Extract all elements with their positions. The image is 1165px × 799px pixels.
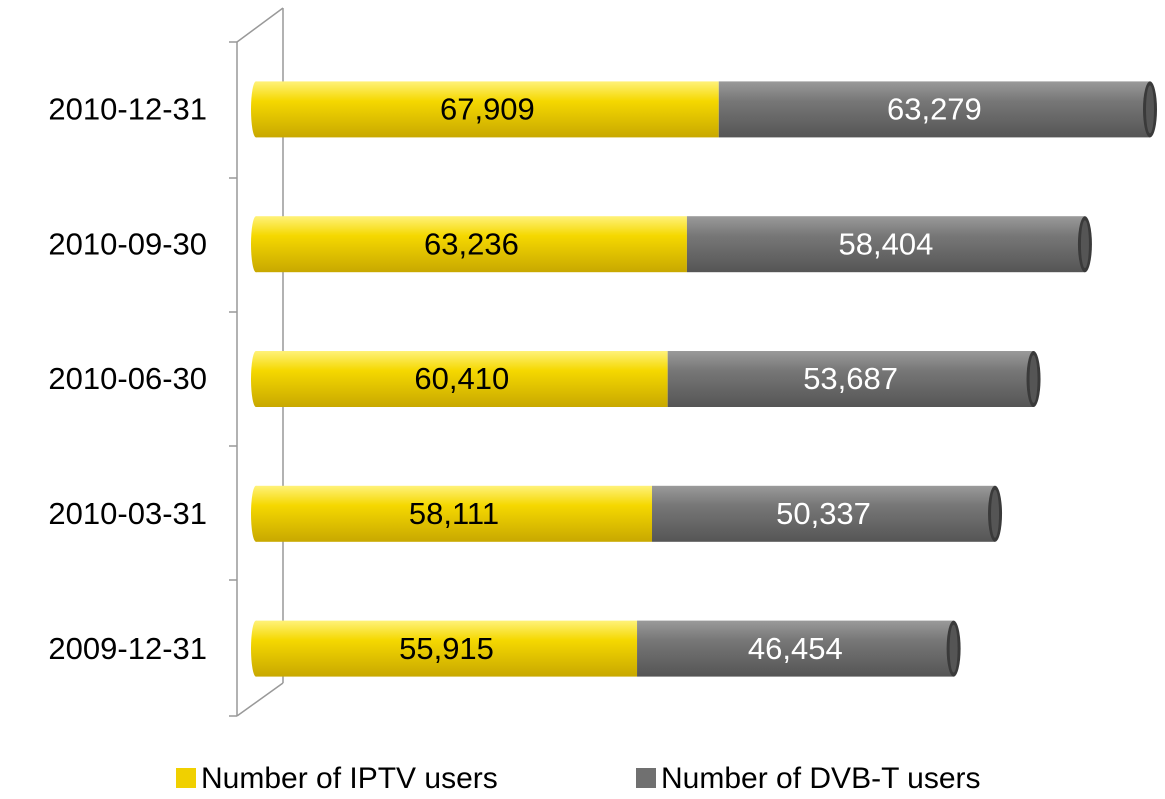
bar-cap [1029, 355, 1038, 403]
bar-cap [251, 81, 261, 138]
y-tick-label: 2010-09-30 [48, 226, 207, 261]
bar-cap [1146, 85, 1154, 134]
y-tick-label: 2010-12-31 [48, 92, 207, 127]
bar [667, 351, 1034, 407]
bar [256, 351, 668, 407]
data-label: 50,337 [776, 496, 871, 531]
y-tick-label: 2010-06-30 [48, 361, 207, 396]
legend-swatch [636, 768, 656, 788]
data-label: 58,111 [409, 496, 499, 531]
data-label: 67,909 [440, 92, 535, 127]
bar-cap [991, 489, 1000, 538]
data-label: 63,236 [424, 226, 519, 261]
bar [637, 620, 954, 677]
legend-label: Number of IPTV users [201, 762, 498, 794]
y-tick-label: 2010-03-31 [48, 496, 207, 531]
bar-cap [251, 620, 261, 677]
bar-cap [251, 485, 261, 542]
data-label: 55,915 [399, 631, 494, 666]
data-label: 46,454 [748, 631, 843, 666]
y-tick-label: 2009-12-31 [48, 631, 207, 666]
bar-cap [949, 624, 958, 673]
bar [686, 216, 1085, 273]
bar [256, 81, 719, 138]
bar-cap [251, 351, 261, 407]
data-label: 53,687 [803, 361, 898, 396]
data-label: 63,279 [887, 92, 982, 127]
bar [256, 216, 687, 273]
bar-cap [1080, 220, 1089, 269]
bar [718, 81, 1150, 138]
legend-label: Number of DVB-T users [661, 762, 981, 794]
bar [256, 485, 653, 542]
data-label: 58,404 [839, 226, 934, 261]
bar-cap [251, 216, 261, 273]
bar [652, 485, 996, 542]
data-label: 60,410 [414, 361, 509, 396]
bar [256, 620, 638, 677]
legend-swatch [176, 768, 196, 788]
